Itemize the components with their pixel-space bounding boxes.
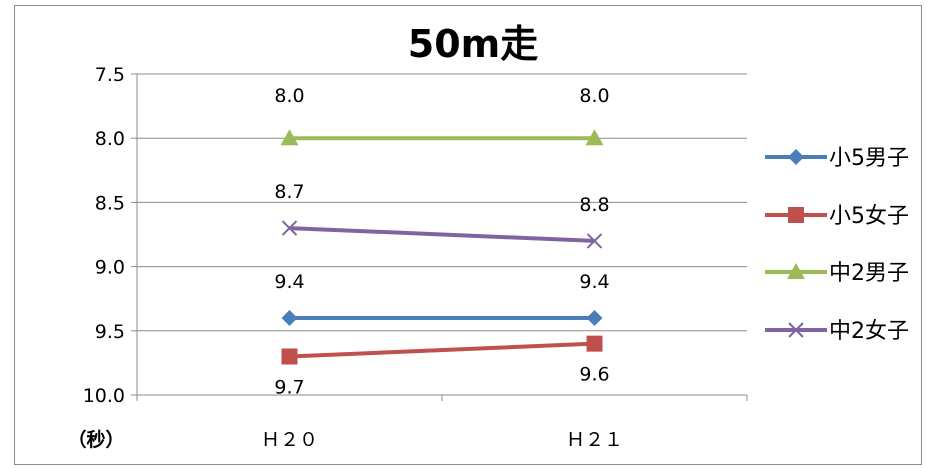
legend-marker bbox=[787, 263, 805, 279]
y-tick-label: 9.0 bbox=[95, 257, 125, 279]
legend-item: 小5女子 bbox=[765, 204, 909, 229]
y-axis-unit-label: （秒） bbox=[67, 428, 124, 451]
data-label: 8.8 bbox=[579, 194, 609, 216]
series-4: 8.7 8.8 bbox=[274, 181, 610, 249]
legend-marker bbox=[788, 149, 804, 165]
legend-item: 中2女子 bbox=[765, 319, 909, 344]
data-point bbox=[281, 309, 298, 326]
y-tick-label: 7.5 bbox=[95, 64, 125, 86]
marker-stroke bbox=[281, 220, 298, 236]
data-label: 9.4 bbox=[274, 271, 304, 293]
legend-marker bbox=[788, 322, 804, 338]
data-point bbox=[586, 309, 603, 326]
series-1: 9.4 9.4 bbox=[274, 271, 610, 326]
legend-label: 中2女子 bbox=[829, 319, 909, 344]
y-tick-label: 8.0 bbox=[95, 128, 125, 150]
chart-title: 50m走 bbox=[408, 22, 538, 66]
data-point bbox=[586, 233, 603, 249]
data-label: 9.4 bbox=[579, 271, 609, 293]
legend-item: 小5男子 bbox=[765, 146, 909, 171]
data-point bbox=[585, 129, 604, 146]
data-point bbox=[281, 348, 298, 365]
x-tick-label: Ｈ２１ bbox=[566, 429, 623, 451]
y-tick-label: 10.0 bbox=[83, 385, 125, 407]
data-point bbox=[280, 129, 299, 146]
series-group: 9.4 9.4 9.7 9.6 8.0 8.0 8.7 8.8 bbox=[274, 85, 609, 398]
gridlines bbox=[131, 73, 748, 401]
legend-item: 中2男子 bbox=[765, 261, 909, 286]
data-label: 8.0 bbox=[274, 85, 304, 107]
x-tick-label: Ｈ２０ bbox=[261, 429, 318, 451]
data-label: 9.6 bbox=[579, 364, 609, 386]
series-2: 9.7 9.6 bbox=[274, 335, 610, 398]
series-line bbox=[289, 226, 595, 243]
data-point bbox=[281, 220, 298, 236]
marker-stroke bbox=[788, 322, 804, 338]
legend-label: 小5男子 bbox=[829, 146, 909, 171]
data-label: 9.7 bbox=[274, 376, 304, 398]
y-axis-ticks: 7.5 8.0 8.5 9.0 9.5 10.0 bbox=[83, 64, 125, 407]
legend-label: 小5女子 bbox=[829, 204, 909, 229]
legend-marker bbox=[788, 207, 804, 223]
marker-stroke bbox=[586, 233, 603, 249]
data-label: 8.0 bbox=[579, 85, 609, 107]
y-tick-label: 9.5 bbox=[95, 321, 125, 343]
data-label: 8.7 bbox=[274, 181, 304, 203]
y-tick-label: 8.5 bbox=[95, 192, 125, 214]
series-3: 8.0 8.0 bbox=[274, 85, 610, 146]
series-line bbox=[289, 341, 595, 359]
x-axis-ticks: Ｈ２０ Ｈ２１ bbox=[261, 429, 623, 451]
legend-label: 中2男子 bbox=[829, 261, 909, 286]
data-point bbox=[586, 335, 603, 352]
